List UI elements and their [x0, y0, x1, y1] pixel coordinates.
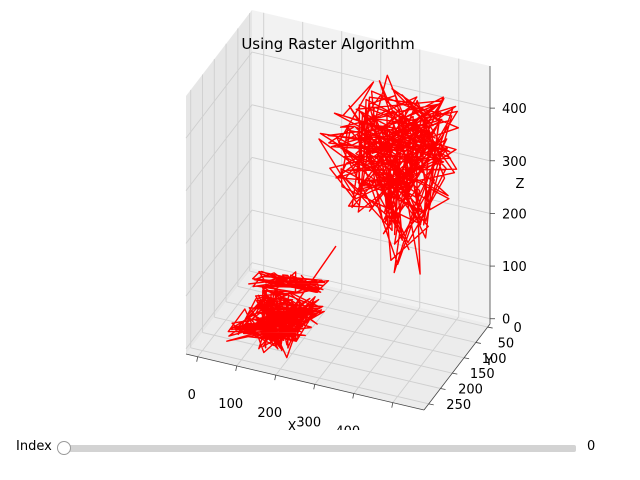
y-tick-label: 250: [446, 398, 471, 413]
grid-line-z: [251, 51, 491, 109]
grid-line-z: [185, 209, 253, 297]
x-tick-mark: [391, 402, 394, 408]
x-tick-mark: [274, 375, 277, 381]
x-tick-mark: [352, 393, 355, 399]
axis-panes: [186, 10, 490, 410]
y-tick-label: 0: [514, 321, 522, 336]
z-axis-label: Z: [516, 177, 525, 192]
z-tick-label: 300: [502, 155, 527, 170]
z-tick-label: 0: [502, 313, 510, 328]
x-tick-label: 100: [218, 397, 243, 412]
series-segment-cluster: [318, 74, 459, 275]
y-tick-label: 100: [482, 352, 507, 367]
tick-labels: 0100200300400500050100150200250010020030…: [188, 102, 527, 430]
slider-label: Index: [16, 439, 52, 454]
grid-line-y: [202, 332, 441, 389]
index-slider-row: Index 0: [0, 436, 640, 460]
x-tick-label: 400: [335, 424, 360, 430]
y-axis-line: [423, 323, 491, 411]
grid-line-x: [314, 298, 382, 385]
slider-track[interactable]: [63, 445, 576, 452]
y-tick-mark: [475, 342, 481, 344]
data-layer: [226, 74, 459, 359]
grid-line-z: [185, 157, 253, 244]
chart-title: Using Raster Algorithm: [241, 35, 414, 53]
x-tick-label: 0: [188, 388, 196, 403]
grid-line-z: [251, 209, 491, 267]
x-axis-line: [185, 353, 425, 411]
series-segment-wedge: [248, 270, 330, 294]
grid-line-z: [185, 51, 253, 139]
z-tick-label: 400: [502, 102, 527, 117]
grid-line-x: [353, 307, 421, 394]
series-segment-cluster: [226, 285, 325, 359]
x-tick-label: 200: [257, 406, 282, 421]
y-axis-label: Y: [484, 354, 493, 369]
grid-line-x: [392, 316, 460, 403]
x-axis-label: X: [288, 420, 297, 430]
grid-line-z: [251, 262, 491, 320]
slider-handle[interactable]: [57, 441, 71, 455]
y-tick-mark: [487, 326, 493, 329]
y-tick-mark: [428, 403, 434, 406]
z-tick-label: 200: [502, 207, 527, 222]
grid-line-y: [190, 347, 429, 405]
grid-line-z: [185, 104, 253, 192]
x-tick-mark: [196, 356, 199, 362]
y-tick-mark: [463, 357, 470, 360]
x-tick-label: 300: [296, 415, 321, 430]
y-tick-label: 150: [470, 367, 495, 382]
z-tick-label: 100: [502, 260, 527, 275]
y-tick-mark: [452, 372, 458, 375]
chart-3d-plot[interactable]: 0100200300400500050100150200250010020030…: [0, 0, 640, 430]
y-tick-label: 50: [498, 336, 515, 351]
series-segment-connector: [283, 245, 337, 321]
grid-line-x: [275, 288, 343, 376]
x-tick-mark: [313, 384, 316, 390]
y-tick-label: 200: [458, 383, 483, 398]
grid-line-z: [185, 262, 253, 350]
slider-value: 0: [587, 439, 596, 454]
y-tick-mark: [440, 388, 446, 390]
grid-line-x: [197, 270, 265, 358]
x-tick-mark: [235, 365, 238, 372]
